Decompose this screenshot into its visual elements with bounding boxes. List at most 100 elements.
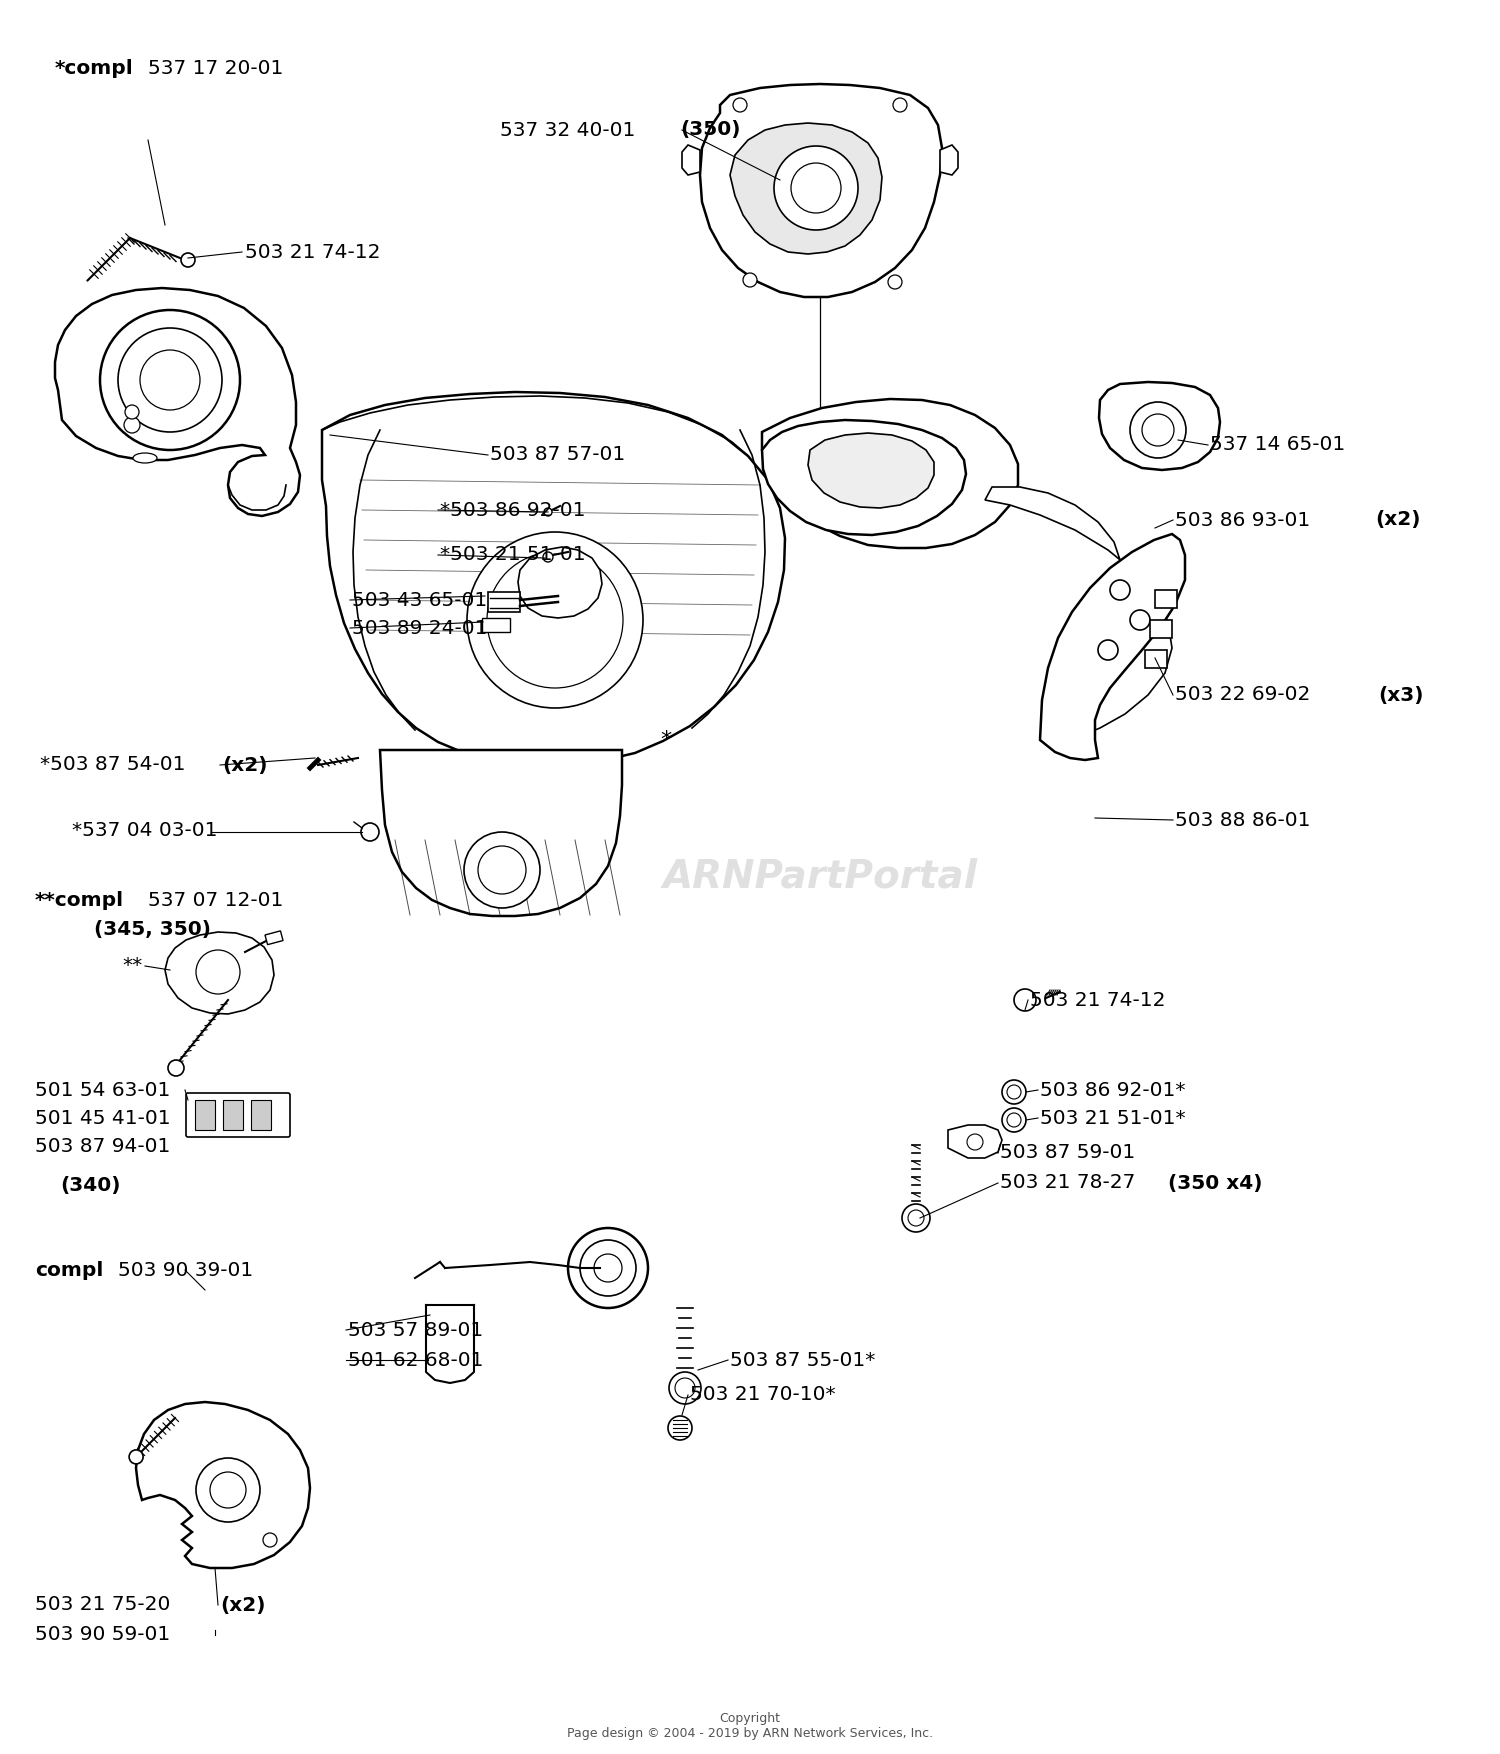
Circle shape: [478, 845, 526, 895]
Bar: [1155, 589, 1178, 609]
Circle shape: [100, 310, 240, 451]
FancyBboxPatch shape: [186, 1093, 290, 1137]
Circle shape: [129, 1451, 142, 1465]
Text: (x3): (x3): [1378, 686, 1423, 705]
Text: compl: compl: [34, 1261, 104, 1279]
Bar: [1144, 651, 1167, 668]
Polygon shape: [730, 123, 882, 254]
Bar: [266, 931, 284, 945]
Text: (x2): (x2): [222, 756, 267, 775]
Polygon shape: [165, 931, 274, 1014]
Text: 503 86 93-01: 503 86 93-01: [1174, 510, 1317, 530]
Bar: [195, 1100, 214, 1130]
Polygon shape: [56, 288, 300, 516]
Text: *503 86 92-01: *503 86 92-01: [440, 500, 585, 519]
Text: 503 21 74-12: 503 21 74-12: [244, 242, 381, 261]
Circle shape: [908, 1210, 924, 1226]
Polygon shape: [700, 84, 942, 296]
Text: 503 21 51-01*: 503 21 51-01*: [1040, 1109, 1185, 1128]
Polygon shape: [762, 398, 1018, 547]
Circle shape: [1142, 414, 1174, 446]
Circle shape: [466, 531, 644, 709]
Text: 503 22 69-02: 503 22 69-02: [1174, 686, 1317, 705]
Bar: [1150, 619, 1172, 638]
Text: 503 57 89-01: 503 57 89-01: [348, 1321, 483, 1340]
Text: (350): (350): [680, 121, 741, 140]
Circle shape: [543, 553, 554, 561]
Polygon shape: [380, 751, 622, 916]
Circle shape: [196, 1458, 260, 1522]
Text: (340): (340): [60, 1175, 120, 1194]
Text: 503 90 59-01: 503 90 59-01: [34, 1626, 170, 1645]
Circle shape: [1014, 989, 1036, 1010]
Circle shape: [675, 1379, 694, 1398]
Circle shape: [182, 253, 195, 267]
Bar: [224, 1100, 243, 1130]
Text: 537 17 20-01: 537 17 20-01: [148, 58, 284, 77]
Polygon shape: [940, 146, 958, 175]
Circle shape: [1007, 1114, 1022, 1128]
Text: ARNPartPortal: ARNPartPortal: [663, 858, 978, 896]
Circle shape: [902, 1203, 930, 1231]
Circle shape: [1007, 1086, 1022, 1100]
Text: 503 89 24-01: 503 89 24-01: [352, 619, 488, 637]
Text: *compl: *compl: [56, 58, 134, 77]
Circle shape: [668, 1415, 692, 1440]
Text: 503 90 39-01: 503 90 39-01: [118, 1261, 254, 1279]
Text: 503 21 78-27: 503 21 78-27: [1000, 1173, 1142, 1193]
Circle shape: [1002, 1080, 1026, 1103]
Circle shape: [968, 1135, 982, 1151]
Circle shape: [669, 1372, 700, 1403]
Text: 503 21 75-20: 503 21 75-20: [34, 1596, 177, 1614]
Polygon shape: [808, 433, 934, 509]
Text: 503 21 74-12: 503 21 74-12: [1030, 991, 1166, 1010]
Text: **: **: [122, 956, 142, 975]
Circle shape: [888, 275, 902, 289]
Circle shape: [124, 405, 140, 419]
Text: 537 32 40-01: 537 32 40-01: [500, 121, 642, 140]
Text: 503 87 57-01: 503 87 57-01: [490, 446, 626, 465]
Text: *: *: [660, 730, 672, 751]
Circle shape: [1130, 402, 1186, 458]
Text: (350 x4): (350 x4): [1168, 1173, 1263, 1193]
Text: 501 62 68-01: 501 62 68-01: [348, 1351, 483, 1370]
Circle shape: [362, 823, 380, 840]
Text: 537 07 12-01: 537 07 12-01: [148, 891, 284, 910]
Bar: [251, 1100, 272, 1130]
Text: 503 43 65-01: 503 43 65-01: [352, 591, 488, 609]
Polygon shape: [518, 547, 602, 617]
Circle shape: [140, 351, 200, 410]
Text: 503 86 92-01*: 503 86 92-01*: [1040, 1080, 1185, 1100]
Text: **compl: **compl: [34, 891, 124, 910]
Circle shape: [262, 1533, 278, 1547]
Circle shape: [892, 98, 908, 112]
Text: 501 45 41-01: 501 45 41-01: [34, 1109, 171, 1128]
Text: *537 04 03-01: *537 04 03-01: [72, 821, 217, 840]
Circle shape: [488, 553, 622, 688]
Circle shape: [124, 417, 140, 433]
Polygon shape: [1100, 382, 1220, 470]
Polygon shape: [986, 488, 1172, 742]
Circle shape: [196, 951, 240, 995]
Circle shape: [568, 1228, 648, 1308]
Text: 537 14 65-01: 537 14 65-01: [1210, 435, 1346, 454]
Text: *503 87 54-01: *503 87 54-01: [40, 756, 192, 775]
Text: 501 54 63-01: 501 54 63-01: [34, 1080, 171, 1100]
Circle shape: [1098, 640, 1118, 660]
Circle shape: [580, 1240, 636, 1296]
Text: (345, 350): (345, 350): [94, 921, 212, 940]
Text: *503 21 51-01: *503 21 51-01: [440, 545, 585, 565]
Circle shape: [790, 163, 842, 212]
Text: Copyright
Page design © 2004 - 2019 by ARN Network Services, Inc.: Copyright Page design © 2004 - 2019 by A…: [567, 1712, 933, 1740]
Text: (x2): (x2): [220, 1596, 266, 1614]
Circle shape: [594, 1254, 622, 1282]
Text: 503 87 94-01: 503 87 94-01: [34, 1137, 171, 1156]
Circle shape: [1130, 610, 1150, 630]
Circle shape: [544, 509, 552, 516]
Bar: [488, 593, 520, 612]
Circle shape: [1110, 581, 1130, 600]
Text: (x2): (x2): [1376, 510, 1420, 530]
Circle shape: [734, 98, 747, 112]
Circle shape: [210, 1472, 246, 1508]
Polygon shape: [948, 1124, 1002, 1158]
